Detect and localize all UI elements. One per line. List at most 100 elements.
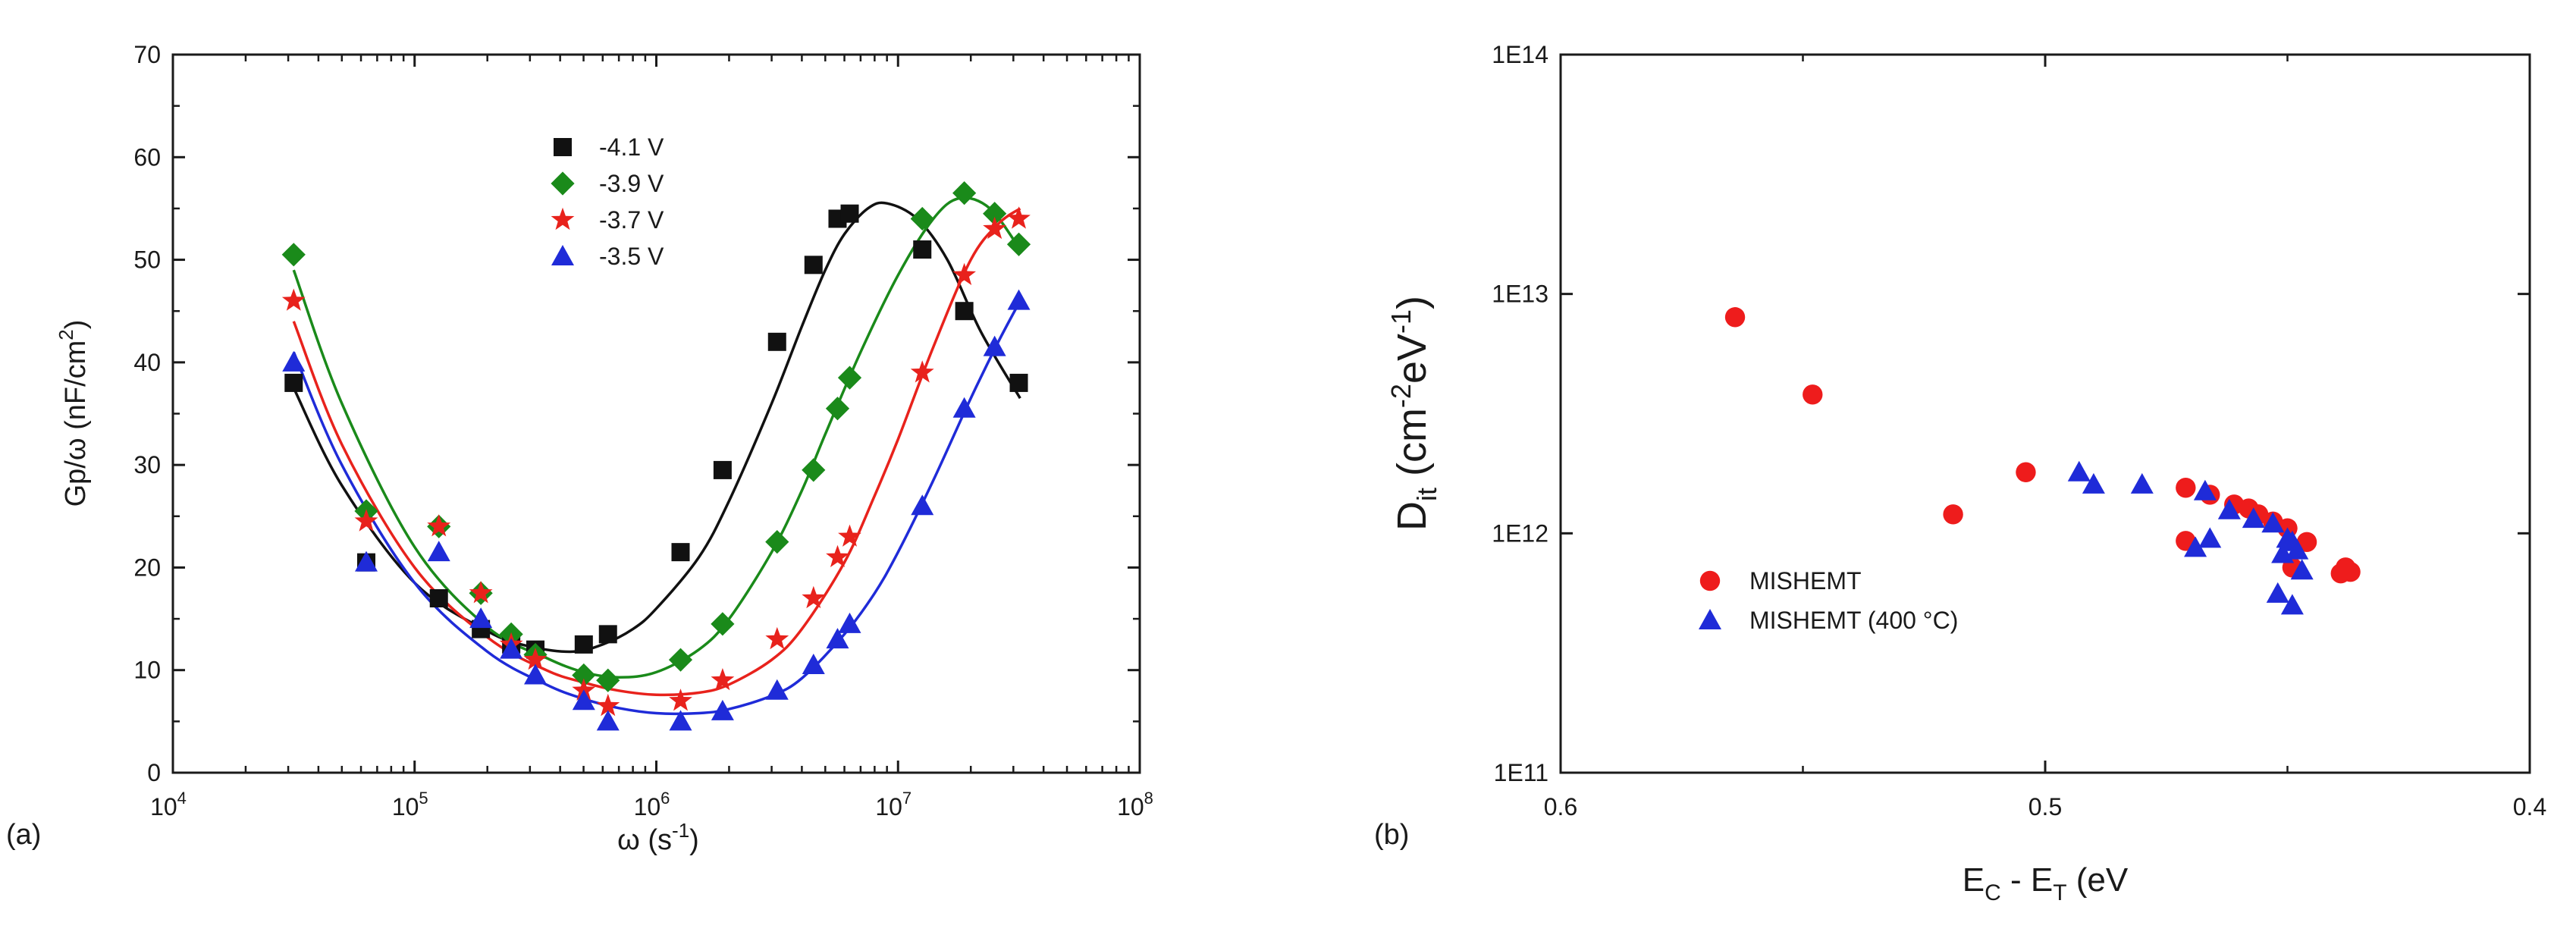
y-tick-label-a: 10 — [133, 657, 161, 684]
data-point — [355, 551, 378, 572]
data-point — [910, 206, 934, 231]
data-point — [952, 397, 976, 418]
data-point — [282, 350, 306, 372]
y-tick-label-a: 0 — [147, 759, 161, 786]
x-axis-title-b: EC - ET (eV — [1963, 861, 2129, 905]
data-point — [469, 581, 493, 604]
data-point — [572, 678, 596, 701]
data-point — [1007, 289, 1031, 310]
data-point — [837, 365, 862, 390]
data-point — [711, 668, 735, 691]
data-point — [427, 541, 450, 562]
legend-label: -3.5 V — [599, 243, 664, 270]
axis-ticks-b: 0.6 0.5 0.4 1E11 1E12 1E13 1E14 — [1492, 41, 2546, 820]
data-point — [1803, 384, 1823, 405]
fit-curve--3.5 V — [292, 300, 1021, 716]
data-point — [2176, 478, 2196, 498]
data-point — [952, 262, 976, 285]
data-point — [2217, 498, 2241, 519]
x-tick-label-a: 105 — [392, 789, 428, 820]
data-point — [429, 589, 448, 608]
data-point — [983, 202, 1007, 226]
y-tick-label-a: 20 — [133, 554, 161, 581]
data-point — [952, 181, 977, 205]
x-tick-label-b: 0.6 — [1544, 793, 1577, 820]
data-point — [2261, 512, 2285, 533]
y-tick-label-a: 60 — [133, 143, 161, 171]
data-point — [1009, 373, 1028, 392]
panel-label-b: (b) — [1374, 819, 1409, 851]
axis-ticks-a: 104 105 106 107 108 0 10 20 30 40 50 60 70 — [133, 41, 1153, 820]
data-point — [826, 544, 849, 567]
panel-label-a: (a) — [6, 819, 41, 851]
data-point — [281, 243, 306, 267]
data-point — [2296, 532, 2317, 552]
y-tick-label-b: 1E14 — [1492, 41, 1548, 68]
data-point — [983, 216, 1007, 240]
data-point — [2335, 557, 2356, 578]
x-axis-title-a: ω (s-1) — [617, 819, 699, 856]
data-point — [500, 638, 523, 659]
data-point — [2286, 538, 2309, 560]
legend-label: MISHEMT (400 °C) — [1749, 607, 1958, 634]
y-tick-label-b: 1E13 — [1492, 281, 1548, 308]
data-point — [1724, 307, 1746, 328]
data-point — [838, 612, 861, 633]
data-point — [838, 524, 861, 547]
data-point — [911, 494, 934, 516]
data-point — [2280, 594, 2304, 615]
y-tick-label-b: 1E12 — [1492, 519, 1548, 547]
data-point — [669, 689, 692, 711]
x-tick-label-a: 106 — [634, 789, 670, 820]
fit-curve--4.1 V — [292, 201, 1021, 654]
x-tick-label-b: 0.5 — [2028, 793, 2062, 820]
data-point — [825, 397, 850, 421]
data-point — [913, 240, 932, 259]
data-point — [711, 699, 734, 720]
y-axis-title-a: Gp/ω (nF/cm2) — [55, 320, 92, 507]
data-point — [596, 668, 620, 692]
y-tick-label-b: 1E11 — [1494, 759, 1548, 786]
data-point — [826, 628, 849, 649]
data-point — [598, 625, 617, 644]
data-point — [2198, 527, 2222, 548]
y-axis-title-b: Dit (cm-2eV-1) — [1385, 296, 1442, 531]
data-points-a — [281, 181, 1031, 731]
data-point — [2193, 479, 2217, 500]
data-point — [2082, 472, 2105, 494]
data-point — [671, 543, 690, 562]
data-point — [2184, 536, 2207, 557]
data-point — [765, 679, 789, 700]
data-point — [427, 514, 451, 537]
data-point — [802, 585, 826, 609]
data-point — [2242, 507, 2265, 529]
legend-label: MISHEMT — [1749, 567, 1862, 594]
data-point — [802, 458, 826, 482]
data-point — [572, 689, 595, 711]
data-point — [1007, 206, 1031, 229]
data-point — [1943, 504, 1963, 525]
data-point — [2290, 559, 2314, 580]
plot-frame-b — [1559, 53, 2531, 774]
y-tick-label-a: 50 — [133, 246, 161, 274]
data-point — [765, 530, 789, 554]
fit-curves-a — [292, 196, 1021, 716]
x-tick-label-b: 0.4 — [2513, 793, 2546, 820]
legend-b: MISHEMT MISHEMT (400 °C) — [1699, 567, 1958, 634]
legend-marker — [551, 245, 574, 265]
data-point — [2130, 472, 2154, 494]
legend-label: -4.1 V — [599, 133, 664, 161]
x-tick-label-a: 108 — [1117, 789, 1153, 820]
fit-curve--3.7 V — [292, 207, 1021, 697]
data-point — [910, 360, 934, 383]
legend-marker — [1699, 570, 1721, 591]
y-tick-label-a: 30 — [133, 451, 161, 478]
chart-panel-a: 104 105 106 107 108 0 10 20 30 40 50 60 70 -4.1 V -3.… — [6, 41, 1153, 856]
data-point — [469, 607, 493, 629]
data-point — [669, 710, 692, 731]
data-point — [713, 460, 732, 479]
legend-a: -4.1 V -3.9 V -3.7 V -3.5 V — [551, 133, 664, 270]
x-tick-label-a: 107 — [875, 789, 911, 820]
